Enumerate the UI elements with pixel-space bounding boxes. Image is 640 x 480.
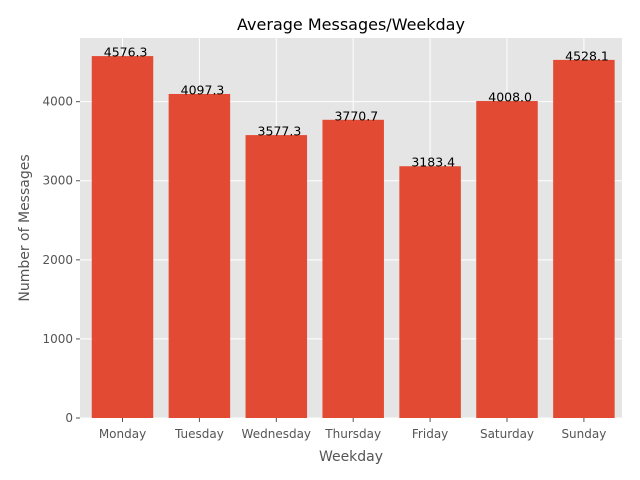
data-label-thursday: 3770.7 — [334, 108, 378, 123]
x-tick-label-friday: Friday — [412, 427, 448, 441]
bar-monday — [92, 56, 154, 418]
data-label-sunday: 4528.1 — [565, 48, 609, 63]
bar-thursday — [322, 120, 384, 418]
x-tick-label-sunday: Sunday — [561, 427, 606, 441]
x-tick-label-wednesday: Wednesday — [242, 427, 311, 441]
y-tick-label: 4000 — [42, 95, 73, 109]
x-tick-label-saturday: Saturday — [480, 427, 534, 441]
chart-title: Average Messages/Weekday — [237, 15, 465, 34]
x-tick-label-monday: Monday — [99, 427, 146, 441]
y-tick-label: 1000 — [42, 332, 73, 346]
data-label-friday: 3183.4 — [411, 155, 455, 170]
x-tick-label-tuesday: Tuesday — [174, 427, 224, 441]
data-label-tuesday: 4097.3 — [181, 82, 225, 97]
bar-sunday — [553, 60, 615, 418]
bar-friday — [399, 166, 461, 418]
bar-wednesday — [246, 135, 307, 418]
y-tick-label: 3000 — [42, 174, 73, 188]
y-axis-ticks: 0 1000 2000 3000 4000 — [42, 95, 80, 425]
bar-saturday — [476, 101, 538, 418]
data-label-wednesday: 3577.3 — [258, 124, 302, 139]
bar-tuesday — [169, 94, 231, 418]
x-tick-label-thursday: Thursday — [324, 427, 381, 441]
x-axis-ticks: Monday Tuesday Wednesday Thursday Friday Satu… — [99, 418, 607, 441]
data-label-monday: 4576.3 — [104, 45, 148, 60]
x-axis-label: Weekday — [319, 449, 383, 465]
y-tick-label: 2000 — [42, 253, 73, 267]
y-tick-label: 0 — [65, 411, 73, 425]
data-label-saturday: 4008.0 — [488, 90, 532, 105]
y-axis-label: Number of Messages — [17, 154, 33, 301]
